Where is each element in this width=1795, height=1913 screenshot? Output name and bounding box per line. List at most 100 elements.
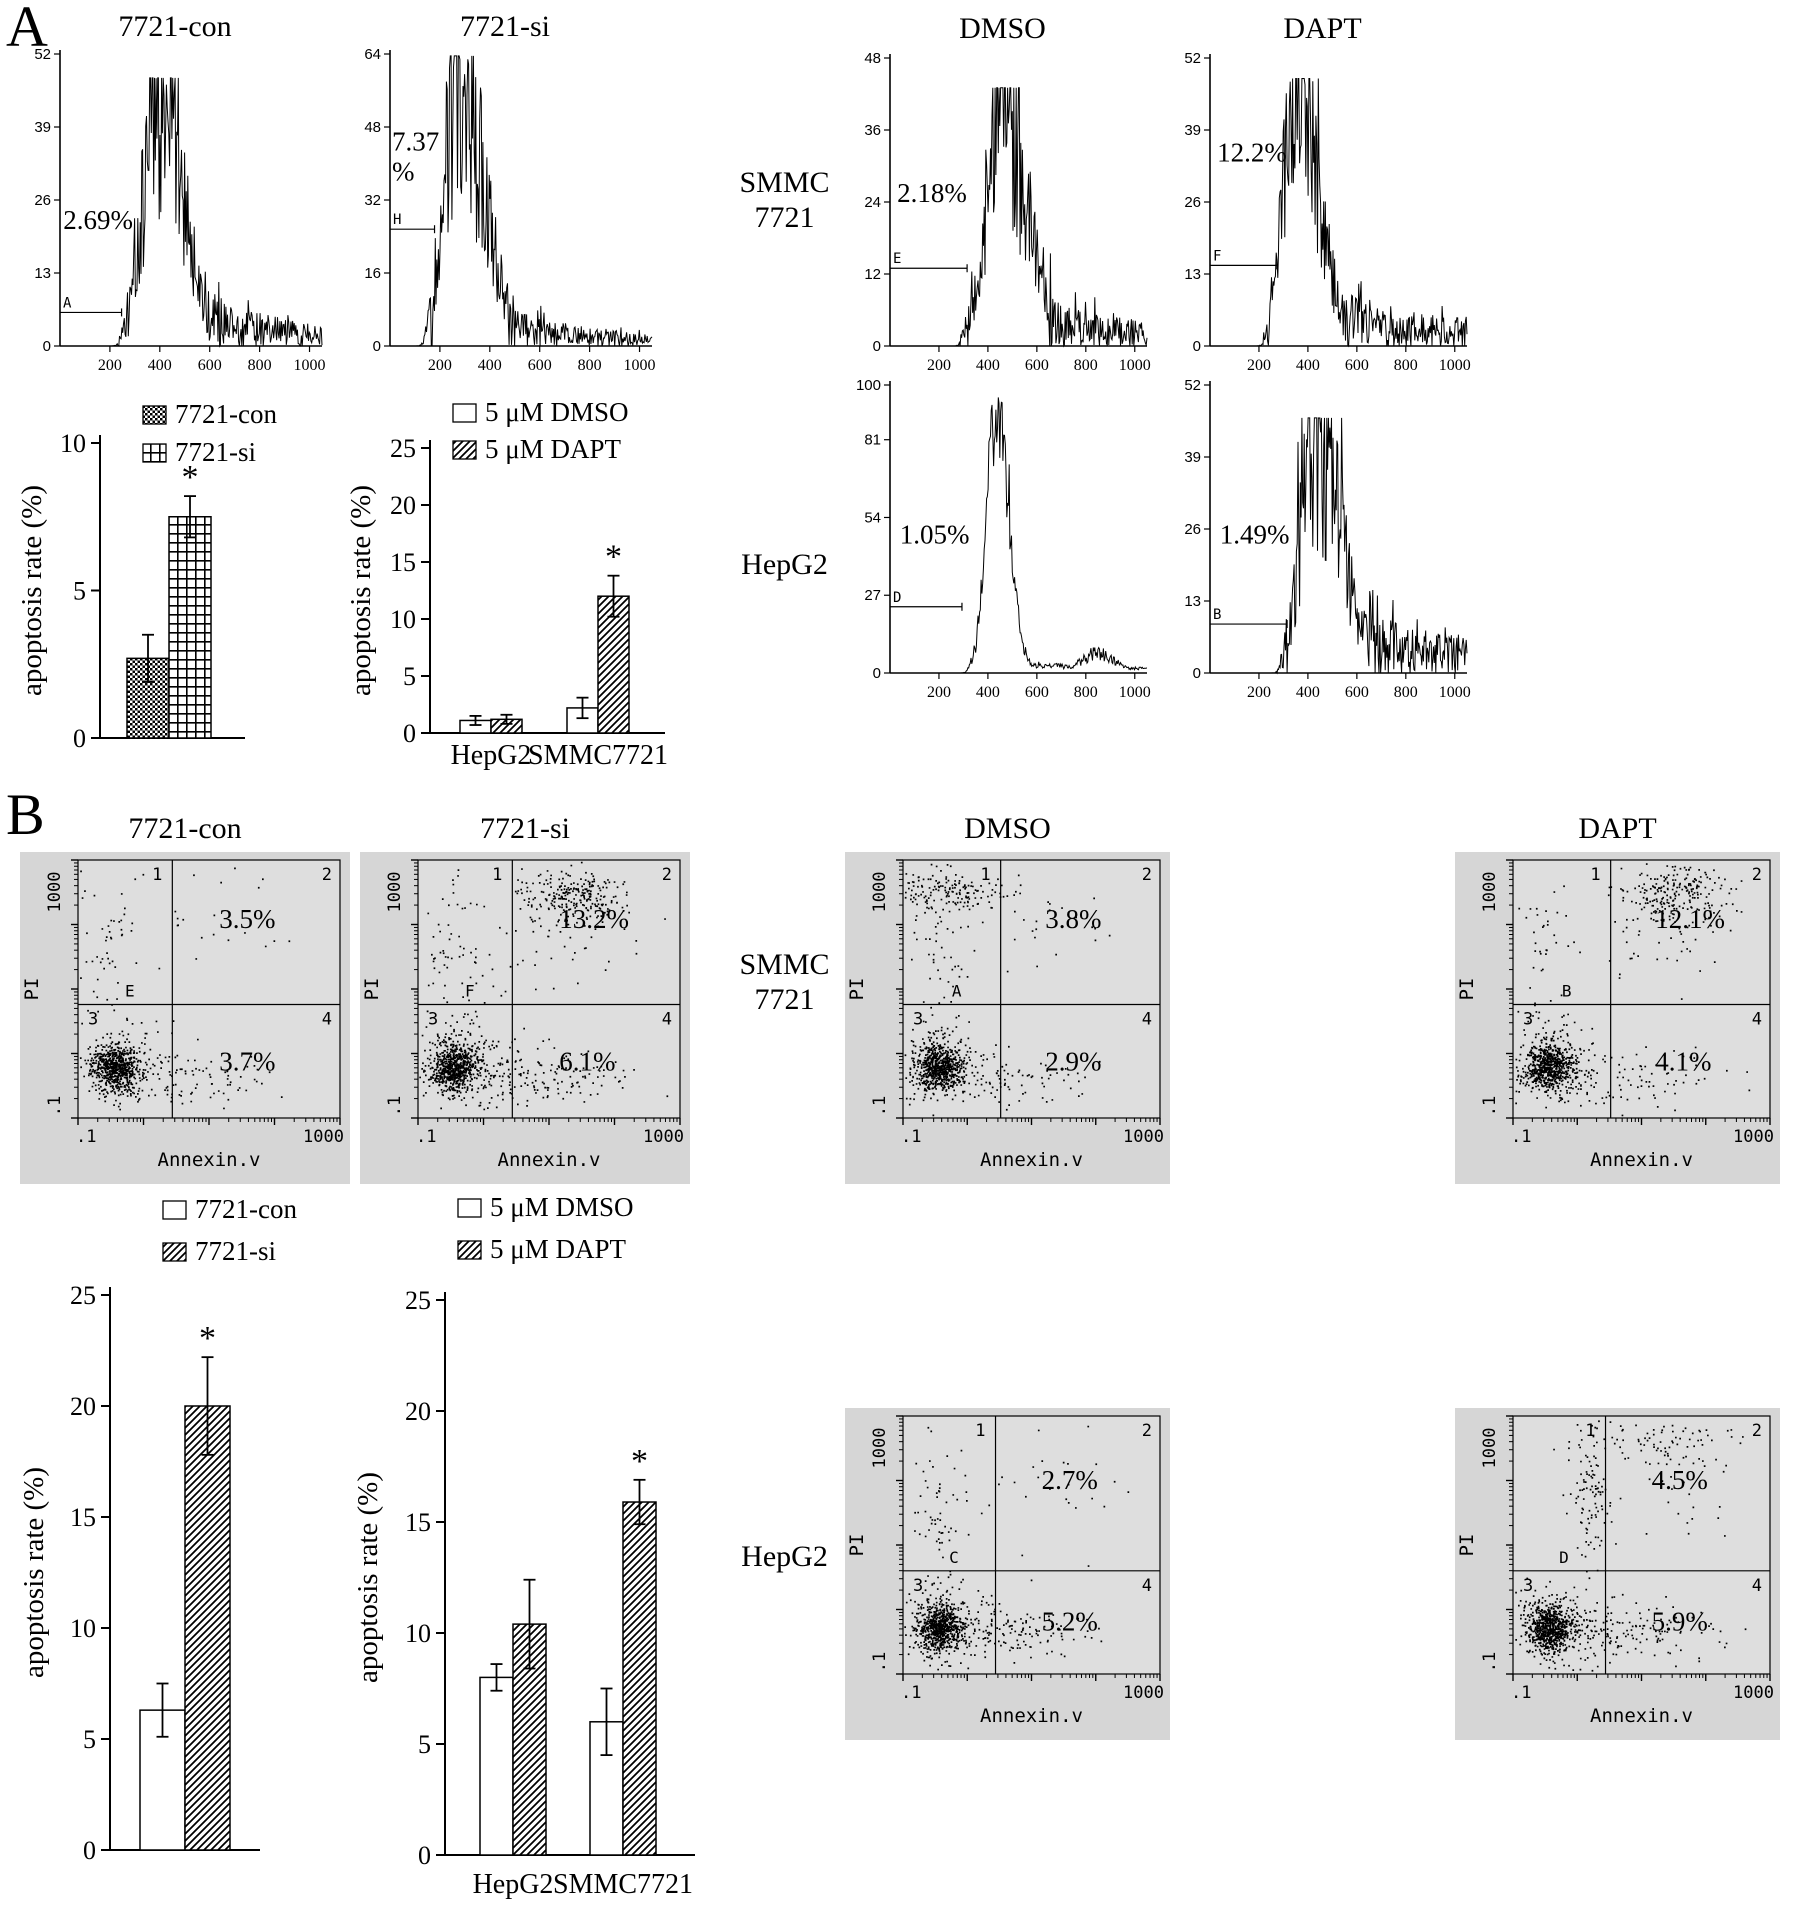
svg-text:2: 2 <box>1142 865 1152 885</box>
svg-text:16: 16 <box>364 265 381 282</box>
annexin-pi-scatter-7721-con: .1 1000 1000 .1 Annexin.v PI 1 2 3 4 E 3.5% 3.7% <box>20 852 350 1184</box>
svg-text:200: 200 <box>428 357 452 374</box>
svg-text:200: 200 <box>1247 684 1271 701</box>
svg-text:.1: .1 <box>385 1096 405 1116</box>
svg-text:HepG2: HepG2 <box>473 1869 554 1900</box>
svg-text:800: 800 <box>1074 684 1098 701</box>
svg-text:.1: .1 <box>870 1652 890 1672</box>
svg-text:HepG2: HepG2 <box>451 740 532 771</box>
svg-text:1.05%: 1.05% <box>900 519 970 549</box>
svg-text:3: 3 <box>88 1009 98 1029</box>
svg-text:26: 26 <box>34 192 51 209</box>
svg-text:200: 200 <box>1247 357 1271 374</box>
svg-text:.1: .1 <box>45 1096 65 1116</box>
svg-text:20: 20 <box>405 1397 431 1426</box>
svg-text:A: A <box>952 981 962 1000</box>
svg-text:600: 600 <box>198 357 222 374</box>
row-label-smmc-line1: SMMC <box>739 948 830 981</box>
annexin-pi-scatter-hepg2-dapt: .1 1000 1000 .1 Annexin.v PI 1 2 3 4 D 4.5% 5.9% <box>1455 1408 1780 1740</box>
panel-a-label: A <box>6 0 48 59</box>
annexin-pi-scatter-smmc-dmso: .1 1000 1000 .1 Annexin.v PI 1 2 3 4 A 3.8% 2.9% <box>845 852 1170 1184</box>
svg-text:2: 2 <box>662 865 672 885</box>
svg-text:32: 32 <box>364 192 381 209</box>
svg-text:600: 600 <box>1345 684 1369 701</box>
svg-text:20: 20 <box>390 491 416 520</box>
svg-text:Annexin.v: Annexin.v <box>158 1149 261 1171</box>
svg-text:%: % <box>392 156 415 186</box>
svg-text:39: 39 <box>1184 122 1201 139</box>
bar-chart-a-dmso-dapt: 0 5 10 15 20 25 apoptosis rate (%) HepG2 * SMMC77… <box>345 397 725 776</box>
svg-text:PI: PI <box>361 978 383 1001</box>
svg-text:apoptosis rate (%): apoptosis rate (%) <box>352 1472 384 1683</box>
header-a-dapt: DAPT <box>1283 12 1362 45</box>
svg-text:*: * <box>199 1320 216 1357</box>
annexin-pi-scatter-hepg2-dmso: .1 1000 1000 .1 Annexin.v PI 1 2 3 4 C 2.7% 5.2% <box>845 1408 1170 1740</box>
svg-text:5: 5 <box>83 1725 96 1754</box>
histogram-svg: 0 13 26 39 52 200 400 600 800 1000 B 1.49% <box>1184 377 1471 701</box>
histogram-svg: 0 13 26 39 52 200 400 600 800 1000 F 12.2% <box>1184 50 1470 374</box>
svg-text:1: 1 <box>152 865 162 885</box>
svg-text:Annexin.v: Annexin.v <box>980 1705 1083 1727</box>
annexin-pi-scatter-7721-si: .1 1000 1000.1 Annexin.v PI 1 2 3 4 F 13.2% 6.1% <box>360 852 690 1184</box>
header-a-dmso: DMSO <box>959 12 1046 45</box>
svg-text:1: 1 <box>492 865 502 885</box>
svg-text:E: E <box>125 981 135 1000</box>
svg-text:10: 10 <box>390 605 416 634</box>
svg-text:1000: 1000 <box>294 357 326 374</box>
svg-text:5: 5 <box>403 662 416 691</box>
hist-title-7721-si: 7721-si <box>460 10 550 43</box>
svg-text:1000: 1000 <box>1480 872 1500 913</box>
svg-text:13: 13 <box>1184 593 1201 610</box>
svg-text:1000: 1000 <box>1439 684 1471 701</box>
svg-text:200: 200 <box>98 357 122 374</box>
svg-text:5 μM DAPT: 5 μM DAPT <box>490 1234 626 1264</box>
row-label-smmc-panel-a: SMMC 7721 <box>722 166 847 235</box>
svg-text:400: 400 <box>478 357 502 374</box>
svg-text:54: 54 <box>864 509 881 526</box>
svg-text:100: 100 <box>856 377 881 394</box>
svg-text:C: C <box>949 1548 959 1567</box>
svg-text:2.69%: 2.69% <box>63 205 133 235</box>
svg-text:400: 400 <box>1296 357 1320 374</box>
svg-text:5 μM DAPT: 5 μM DAPT <box>485 434 621 464</box>
svg-text:7.37: 7.37 <box>392 126 439 156</box>
flow-histogram-smmc-dapt: 0 13 26 39 52 200 400 600 800 1000 F 12.2% <box>1170 48 1475 380</box>
svg-text:800: 800 <box>1394 684 1418 701</box>
scatter-svg: .1 1000 1000 .1 Annexin.v PI 1 2 3 4 C 2.7% 5.2% <box>845 1408 1170 1740</box>
svg-text:.1: .1 <box>901 1683 921 1703</box>
svg-text:F: F <box>1213 248 1221 264</box>
svg-text:4.5%: 4.5% <box>1652 1465 1708 1495</box>
svg-text:0: 0 <box>373 338 381 355</box>
svg-text:B: B <box>1213 607 1221 623</box>
svg-text:2: 2 <box>1752 865 1762 885</box>
svg-text:1000: 1000 <box>45 872 65 913</box>
svg-text:24: 24 <box>864 194 881 211</box>
svg-text:1000: 1000 <box>1123 1127 1164 1147</box>
histogram-svg: 0 16 32 48 64 200 400 600 800 1000 H 7.37% <box>364 46 655 374</box>
row-label-smmc-line2: 7721 <box>754 982 815 1016</box>
svg-text:800: 800 <box>248 357 272 374</box>
svg-text:F: F <box>465 981 475 1000</box>
svg-text:.1: .1 <box>1511 1127 1531 1147</box>
svg-text:400: 400 <box>148 357 172 374</box>
svg-text:25: 25 <box>70 1281 96 1310</box>
svg-text:1000: 1000 <box>1123 1683 1164 1703</box>
svg-text:26: 26 <box>1184 521 1201 538</box>
svg-text:.1: .1 <box>76 1127 96 1147</box>
svg-text:200: 200 <box>927 684 951 701</box>
scatter-svg: .1 1000 1000 .1 Annexin.v PI 1 2 3 4 B 12.1% 4.1% <box>1455 852 1780 1184</box>
svg-text:10: 10 <box>70 1614 96 1643</box>
svg-text:5 μM DMSO: 5 μM DMSO <box>485 398 629 427</box>
svg-text:64: 64 <box>364 46 381 63</box>
svg-text:27: 27 <box>864 587 881 604</box>
svg-text:5.2%: 5.2% <box>1042 1607 1098 1637</box>
annexin-pi-scatter-smmc-dapt: .1 1000 1000 .1 Annexin.v PI 1 2 3 4 B 12.1% 4.1% <box>1455 852 1780 1184</box>
svg-text:PI: PI <box>846 978 868 1001</box>
svg-text:0: 0 <box>43 338 51 355</box>
svg-text:5.9%: 5.9% <box>1652 1607 1708 1637</box>
scatter-svg: .1 1000 1000 .1 Annexin.v PI 1 2 3 4 D 4.5% 5.9% <box>1455 1408 1780 1740</box>
svg-text:2.18%: 2.18% <box>897 178 967 208</box>
svg-text:600: 600 <box>528 357 552 374</box>
svg-text:3: 3 <box>428 1009 438 1029</box>
